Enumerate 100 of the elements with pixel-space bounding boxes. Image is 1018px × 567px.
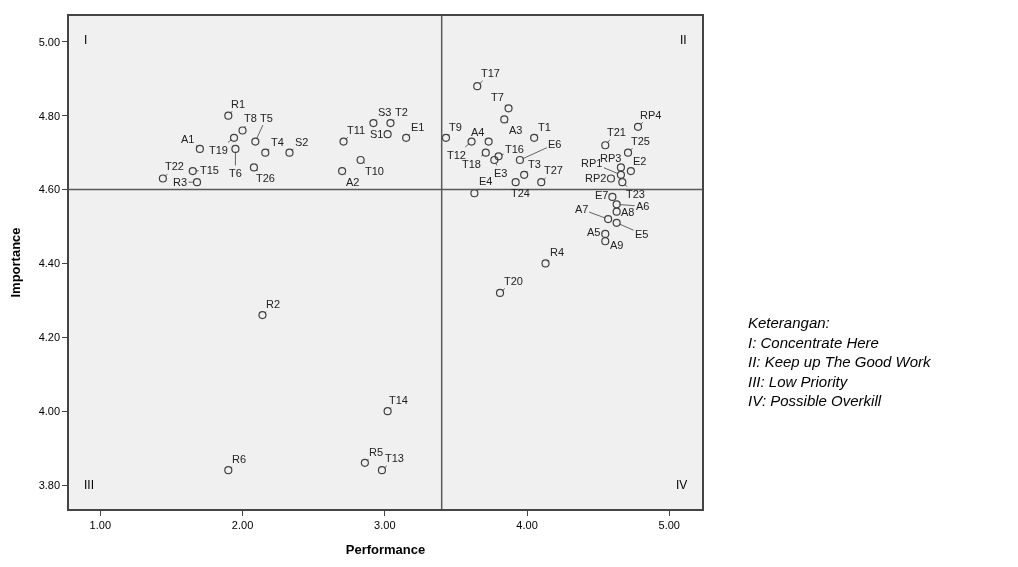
- point: [188, 167, 197, 176]
- annotation: III: [84, 478, 95, 492]
- point: [467, 137, 476, 146]
- annotation: A8: [621, 206, 635, 218]
- annotation: T2: [395, 106, 408, 118]
- point: [604, 215, 613, 224]
- x-tick-label: 2.00: [231, 518, 254, 531]
- annotation: T27: [544, 164, 563, 176]
- point: [495, 288, 505, 298]
- point: [633, 122, 643, 131]
- text: Keterangan: I: Concentrate Here II: Keep up The Good Work III: Low Priority IV: Possible Overkill: [748, 314, 933, 409]
- annotation: T19: [209, 144, 228, 156]
- y-axis-title: Importance: [8, 227, 24, 298]
- annotation: E1: [411, 121, 425, 133]
- annotation: S2: [295, 136, 309, 148]
- annotation: T11: [347, 124, 366, 136]
- annotation: R1: [231, 98, 246, 110]
- annotation: T16: [505, 143, 524, 155]
- annotation: E4: [479, 175, 493, 187]
- point: [386, 118, 395, 128]
- annotation: T5: [260, 112, 273, 124]
- point: [494, 152, 503, 161]
- point: [192, 178, 202, 187]
- annotation: T10: [365, 165, 384, 177]
- point: [369, 118, 378, 128]
- annotation: T17: [481, 67, 500, 79]
- x-tick-label: 5.00: [658, 518, 680, 531]
- y-tick-label: 4.20: [38, 331, 61, 344]
- annotation: IV: [676, 478, 688, 492]
- point: [500, 115, 509, 124]
- annotation: A7: [575, 203, 589, 215]
- annotation: A5: [587, 226, 601, 238]
- point: [626, 167, 635, 176]
- y-tick-label: 4.40: [38, 257, 61, 270]
- point: [339, 137, 348, 146]
- point: [231, 144, 240, 154]
- y-tick-label: 3.80: [38, 478, 61, 491]
- point: [158, 174, 167, 183]
- point: [377, 466, 387, 475]
- point: [249, 163, 259, 172]
- point: [606, 174, 616, 183]
- annotation: A2: [346, 176, 360, 188]
- x-tick-label: 1.00: [89, 518, 111, 531]
- x-tick-label: 4.00: [516, 518, 538, 531]
- point: [616, 163, 626, 172]
- annotation: RP4: [640, 109, 662, 121]
- annotation: A4: [471, 126, 485, 138]
- annotation: T8: [244, 112, 257, 124]
- point: [511, 178, 520, 187]
- point: [383, 130, 392, 139]
- annotation: T6: [229, 167, 242, 179]
- point: [229, 133, 239, 142]
- point: [251, 137, 260, 146]
- annotation: S3: [378, 106, 392, 118]
- annotation: S1: [370, 128, 384, 140]
- point: [608, 192, 617, 202]
- annotation: T1: [538, 121, 551, 133]
- point: [504, 104, 513, 113]
- annotation: A1: [181, 133, 195, 145]
- annotation: RP3: [600, 152, 622, 164]
- annotation: T18: [462, 158, 481, 170]
- point: [470, 189, 479, 198]
- annotation: T13: [385, 452, 404, 464]
- annotation: T7: [491, 91, 504, 103]
- point: [537, 178, 546, 187]
- point: [238, 126, 247, 135]
- point: [338, 167, 347, 176]
- y-tick-label: 4.00: [38, 404, 61, 417]
- point: [612, 207, 621, 216]
- annotation: R2: [266, 298, 281, 310]
- point: [258, 311, 267, 320]
- annotation: E6: [548, 138, 562, 150]
- annotation: R4: [550, 246, 565, 258]
- point: [541, 259, 550, 268]
- annotation: E2: [633, 155, 647, 167]
- x-tick-label: 3.00: [374, 518, 396, 531]
- annotation: T25: [631, 135, 650, 147]
- annotation: RP2: [585, 172, 607, 184]
- annotation: T9: [449, 121, 462, 133]
- annotation: A6: [636, 200, 650, 212]
- point: [195, 144, 204, 154]
- y-tick-label: 4.80: [38, 109, 61, 122]
- annotation: E7: [595, 189, 609, 201]
- annotation: I: [84, 33, 88, 47]
- point: [616, 170, 626, 179]
- point: [520, 170, 529, 179]
- annotation: T15: [200, 164, 219, 176]
- annotation: R3: [173, 176, 188, 188]
- annotation: T14: [389, 394, 408, 406]
- point: [601, 229, 610, 238]
- x-axis-title: Performance: [345, 542, 426, 558]
- point: [623, 148, 633, 157]
- annotation: T12: [447, 149, 466, 161]
- annotation: T23: [626, 188, 645, 200]
- annotation: T26: [256, 172, 275, 184]
- annotation: T21: [607, 126, 626, 138]
- point: [481, 148, 490, 157]
- annotation: A3: [509, 124, 523, 136]
- annotation: R6: [232, 453, 247, 465]
- point: [224, 111, 233, 120]
